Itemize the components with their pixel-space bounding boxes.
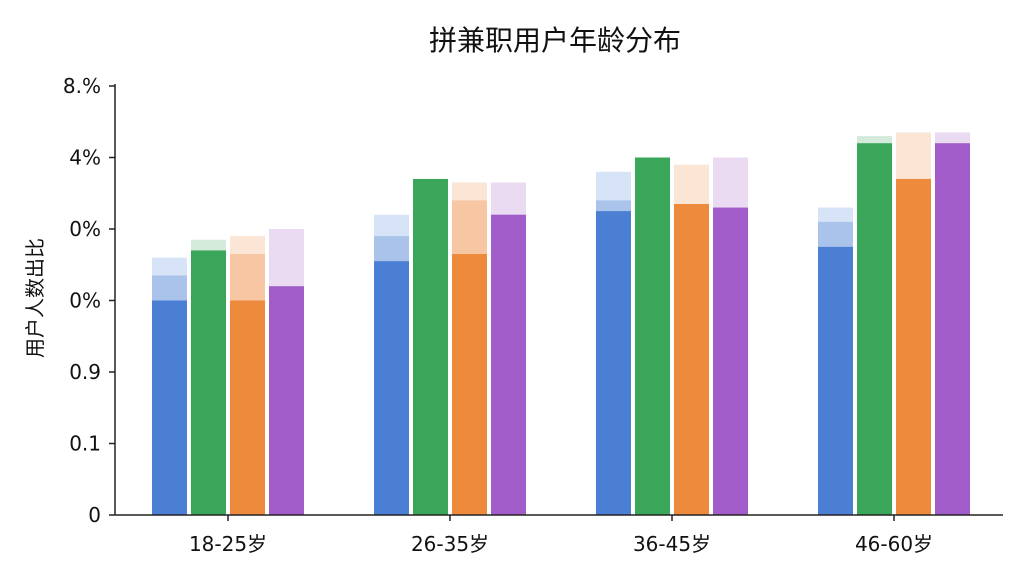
chart-title: 拼兼职用户年龄分布 — [429, 24, 681, 57]
y-tick-label: 4% — [69, 146, 101, 170]
bar — [635, 157, 670, 515]
bar — [857, 143, 892, 515]
y-tick-label: 8.% — [63, 74, 101, 98]
y-tick-label: 0.9 — [69, 360, 101, 384]
bar — [413, 178, 448, 515]
bar — [452, 254, 487, 515]
y-ticks: 0 0.1 0.9 0% 0% 4% 8.% — [63, 74, 115, 527]
x-ticks: 18-25岁 26-35岁 36-45岁 46-60岁 — [189, 515, 933, 556]
y-tick-label: 0.1 — [69, 432, 101, 456]
bar — [935, 143, 970, 515]
bar — [191, 250, 226, 515]
bar — [491, 214, 526, 515]
bar — [818, 246, 853, 515]
bar — [269, 286, 304, 515]
bar — [152, 300, 187, 515]
bar — [596, 211, 631, 515]
x-tick-label: 18-25岁 — [189, 532, 267, 556]
bar — [230, 300, 265, 515]
y-axis-label: 用户人数出比 — [23, 238, 47, 358]
y-tick-label: 0 — [88, 503, 101, 527]
x-tick-label: 36-45岁 — [633, 532, 711, 556]
x-tick-label: 26-35岁 — [411, 532, 489, 556]
bar — [374, 261, 409, 515]
bar — [896, 178, 931, 515]
x-tick-label: 46-60岁 — [855, 532, 933, 556]
bars-group — [152, 132, 970, 516]
y-tick-label: 0% — [69, 217, 101, 241]
bar — [713, 207, 748, 516]
y-tick-label: 0% — [69, 289, 101, 313]
bar — [674, 203, 709, 515]
